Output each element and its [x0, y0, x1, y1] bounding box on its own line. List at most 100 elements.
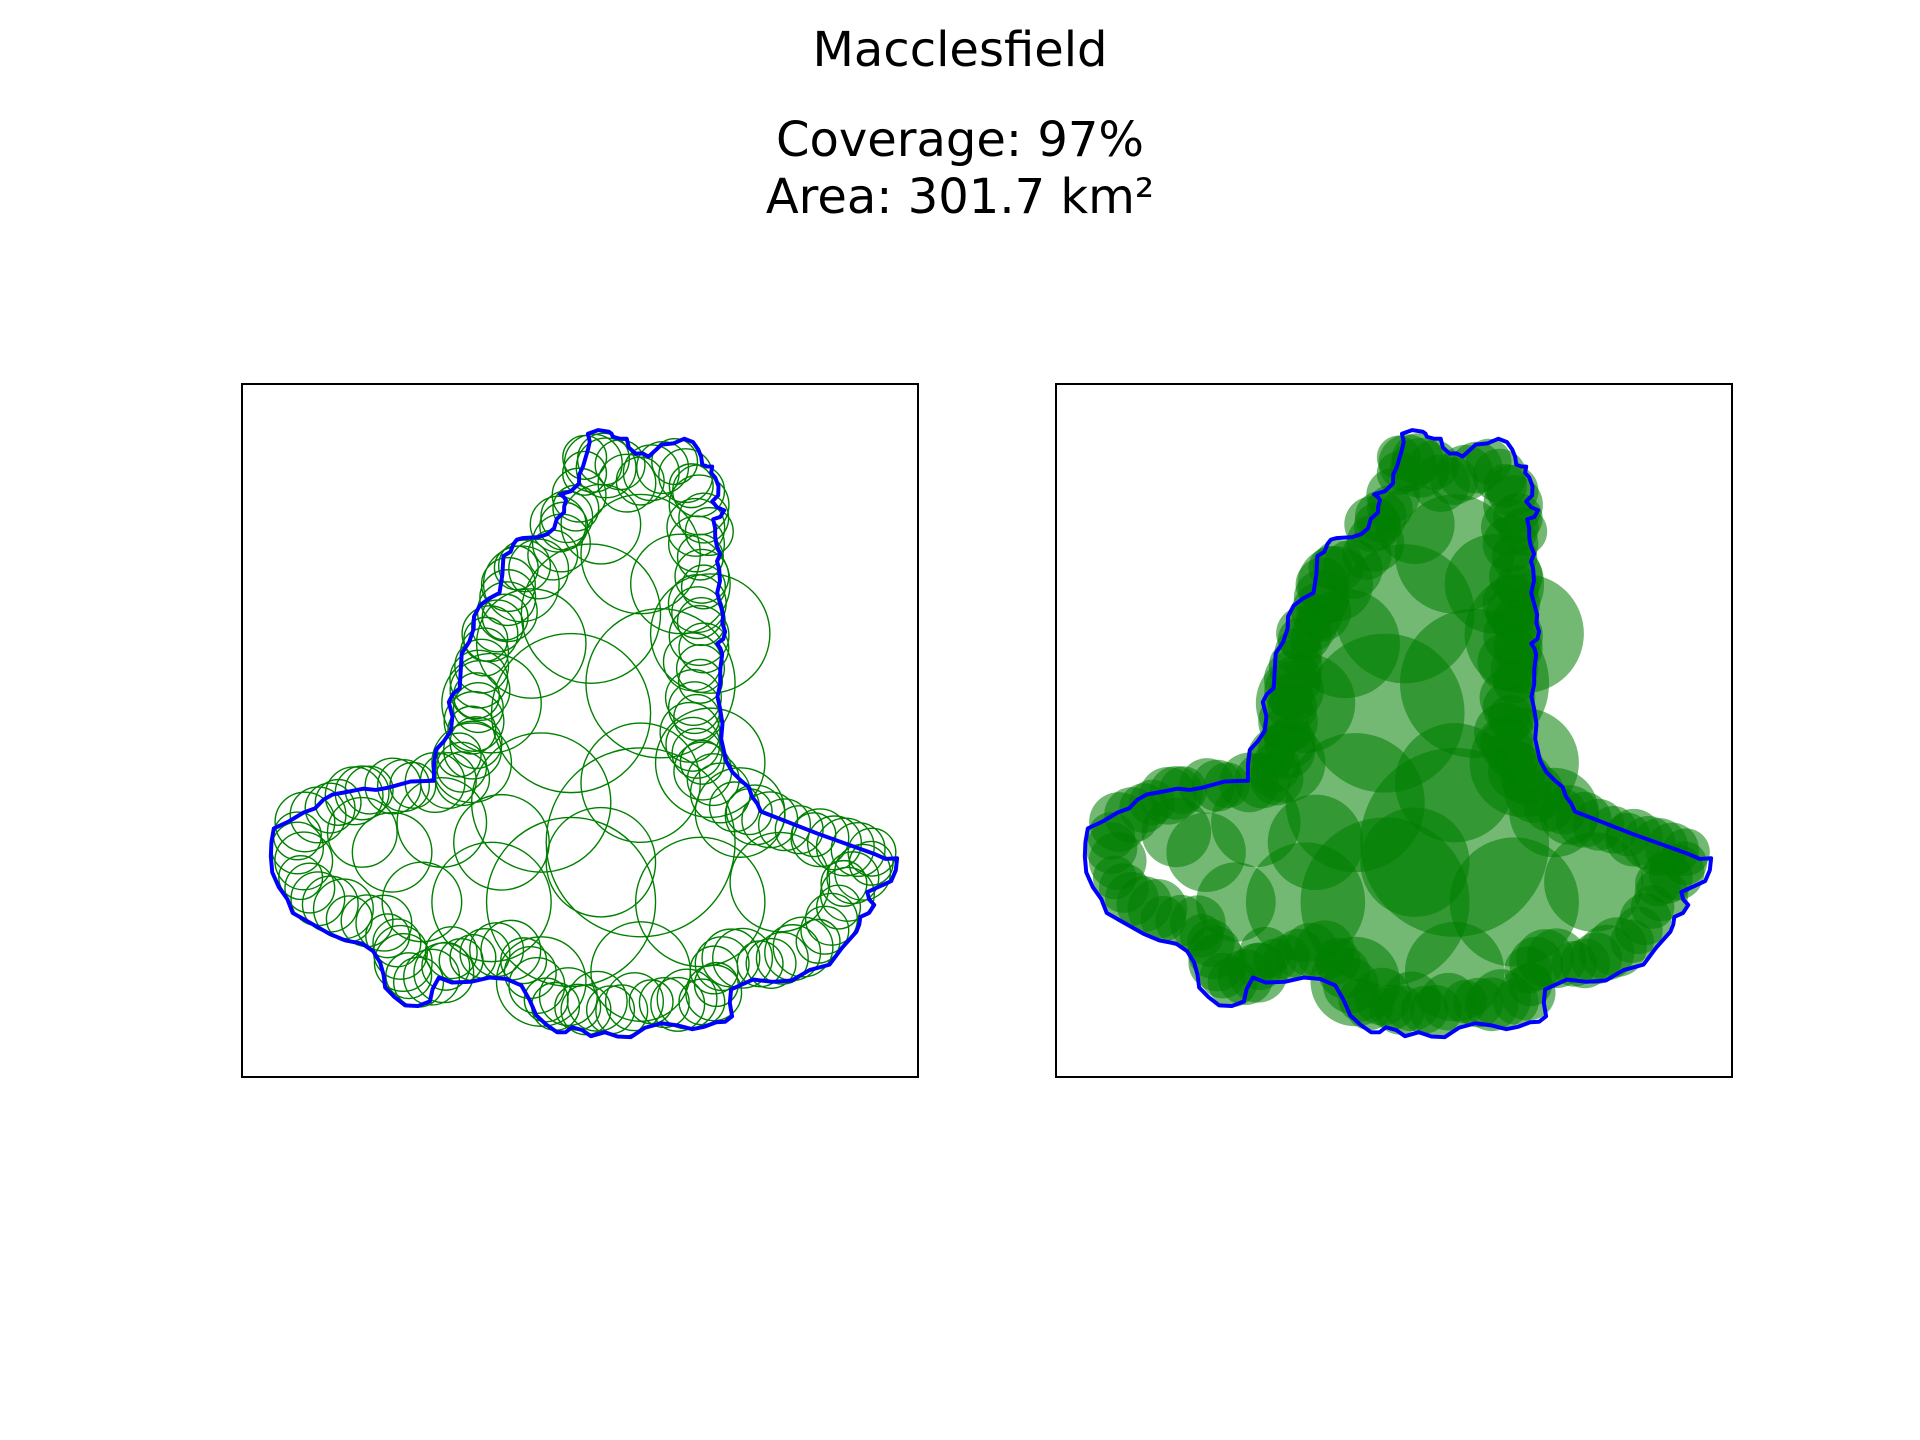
coverage-circle	[585, 608, 736, 759]
coverage-circle	[772, 916, 834, 978]
coverage-circle	[326, 796, 398, 868]
coverage-circle	[694, 767, 786, 858]
coverage-circle	[680, 564, 727, 610]
coverage-circle	[396, 777, 488, 868]
coverage-circle	[452, 681, 504, 734]
coverage-circle	[791, 812, 837, 858]
coverage-circle	[1544, 832, 1644, 932]
coverage-circle	[667, 515, 726, 573]
coverage-circle	[508, 538, 570, 600]
filled-circles-plot	[1082, 428, 1714, 1040]
coverage-circle	[301, 875, 359, 933]
coverage-circle	[482, 545, 560, 623]
coverage-circle	[453, 793, 550, 891]
coverage-circle	[649, 573, 771, 694]
coverage-circle	[1404, 921, 1505, 1022]
coverage-circle	[820, 859, 868, 908]
coverage-circle	[745, 937, 797, 989]
coverage-circle	[431, 841, 552, 963]
coverage-circle	[355, 894, 413, 952]
coverage-circle	[628, 979, 674, 1025]
coverage-circle	[634, 836, 766, 968]
coverage-circle	[376, 759, 430, 813]
coverage-circle	[480, 556, 536, 613]
coverage-circle	[1196, 862, 1276, 942]
coverage-circle	[848, 840, 894, 886]
coverage-circle	[381, 861, 463, 943]
coverage-circle	[278, 854, 324, 901]
coverage-circle	[651, 438, 699, 486]
coverage-circle	[1376, 451, 1421, 496]
coverage-circle	[545, 747, 736, 938]
coverage-circle	[562, 450, 608, 496]
coverage-circle	[520, 543, 662, 684]
coverage-circle	[454, 638, 510, 694]
coverage-circle	[580, 722, 701, 844]
coverage-circle	[834, 843, 892, 901]
coverage-circle	[475, 588, 587, 699]
coverage-circle	[1310, 936, 1400, 1027]
coverage-circle	[344, 765, 394, 815]
coverage-circle	[757, 798, 812, 852]
coverage-circle	[800, 905, 850, 955]
coverage-circle	[485, 816, 657, 988]
coverage-circle	[604, 972, 665, 1032]
boundary-outline	[268, 428, 900, 1040]
coverage-circle	[431, 722, 513, 804]
coverage-circle	[590, 921, 692, 1022]
figure-subtitle: Coverage: 97% Area: 301.7 km²	[0, 112, 1920, 226]
panel-filled-circles	[1055, 383, 1733, 1078]
coverage-circle	[668, 463, 714, 509]
coverage-circle	[615, 456, 665, 506]
coverage-circle	[654, 707, 766, 819]
coverage-circle	[372, 918, 422, 968]
coverage-circle	[676, 533, 724, 581]
coverage-circle	[304, 782, 356, 834]
boundary-outline	[1082, 428, 1714, 1040]
coverage-circle	[436, 732, 482, 778]
coverage-circle	[815, 884, 862, 930]
coverage-circle	[351, 811, 433, 893]
coverage-circle	[677, 658, 724, 704]
coverage-circle	[650, 976, 706, 1032]
coverage-circle	[664, 668, 722, 727]
coverage-circle	[804, 892, 859, 946]
coverage-circle	[495, 936, 587, 1027]
coverage-circle	[630, 533, 731, 635]
coverage-circle	[729, 831, 831, 933]
coverage-circle	[1245, 723, 1326, 803]
coverage-circle	[668, 605, 730, 667]
coverage-circle	[712, 927, 774, 989]
circle-layer	[1085, 433, 1710, 1037]
coverage-circle	[365, 913, 411, 959]
coverage-label: Coverage: 97%	[775, 112, 1145, 168]
coverage-circle	[679, 739, 725, 785]
coverage-circle	[373, 932, 433, 993]
panel-outline-circles	[241, 383, 919, 1078]
coverage-circle	[435, 751, 491, 807]
area-label: Area: 301.7 km²	[765, 169, 1155, 225]
coverage-circle	[1267, 794, 1364, 891]
coverage-circle	[284, 862, 336, 914]
coverage-circle	[638, 977, 690, 1029]
figure-titles: Macclesfield Coverage: 97% Area: 301.7 k…	[0, 18, 1920, 226]
coverage-circle	[529, 495, 587, 553]
coverage-circle	[560, 483, 642, 565]
coverage-circle	[1360, 807, 1470, 917]
coverage-circle	[470, 732, 612, 873]
coverage-circle	[545, 806, 657, 918]
coverage-circle	[1509, 767, 1599, 858]
coverage-circle	[272, 811, 322, 861]
coverage-circle	[597, 453, 657, 513]
coverage-circle	[1141, 797, 1212, 868]
coverage-circle	[830, 821, 886, 878]
coverage-circle	[479, 569, 537, 627]
outline-circles-plot	[268, 428, 900, 1040]
coverage-circle	[666, 497, 726, 557]
coverage-circle	[684, 506, 734, 557]
coverage-circle	[490, 632, 652, 794]
coverage-circle	[403, 948, 461, 1006]
coverage-circle	[523, 977, 569, 1023]
coverage-circle	[274, 831, 334, 891]
circle-layer	[270, 432, 897, 1038]
